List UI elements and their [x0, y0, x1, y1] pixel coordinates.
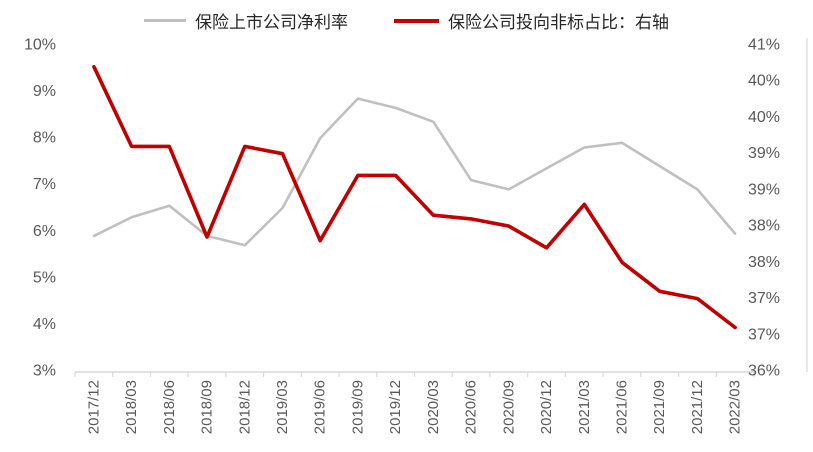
y-axis-left-label: 8%: [33, 130, 56, 147]
series-line-net-margin: [92, 97, 737, 247]
y-axis-left-label: 10%: [24, 37, 56, 54]
x-axis-label: 2021/06: [613, 380, 630, 434]
y-axis-left-label: 7%: [33, 176, 56, 193]
chart-legend: 保险上市公司净利率 保险公司投向非标占比：右轴: [0, 8, 813, 33]
x-axis-label: 2021/03: [576, 380, 593, 434]
y-axis-left-label: 4%: [33, 316, 56, 333]
series-line-nonstandard: [92, 64, 737, 330]
y-axis-right-label: 37%: [748, 290, 780, 307]
y-axis-right-label: 38%: [748, 254, 780, 271]
x-axis-label: 2021/12: [689, 380, 706, 434]
x-axis-label: 2020/06: [463, 380, 480, 434]
y-axis-right-label: 40%: [748, 73, 780, 90]
x-axis-label: 2018/12: [236, 380, 253, 434]
x-axis-label: 2019/06: [312, 380, 329, 434]
x-axis-label: 2022/03: [727, 380, 744, 434]
x-axis-label: 2020/03: [425, 380, 442, 434]
y-axis-right-label: 40%: [748, 109, 780, 126]
legend-label-nonstandard: 保险公司投向非标占比：右轴: [448, 13, 669, 33]
x-axis-label: 2019/09: [349, 380, 366, 434]
x-axis-label: 2019/03: [274, 380, 291, 434]
x-axis-label: 2018/09: [199, 380, 216, 434]
y-axis-right-label: 38%: [748, 218, 780, 235]
x-axis-label: 2018/06: [161, 380, 178, 434]
y-axis-right-label: 36%: [748, 363, 780, 380]
x-axis-label: 2019/12: [387, 380, 404, 434]
x-axis-label: 2020/09: [500, 380, 517, 434]
legend-item-net-margin: 保险上市公司净利率: [144, 8, 348, 33]
x-axis-label: 2017/12: [85, 380, 102, 434]
legend-item-nonstandard: 保险公司投向非标占比：右轴: [394, 8, 669, 33]
x-axis-label: 2020/12: [538, 380, 555, 434]
y-axis-left-label: 5%: [33, 269, 56, 286]
legend-label-net-margin: 保险上市公司净利率: [195, 13, 348, 33]
x-axis-label: 2021/09: [651, 380, 668, 434]
x-axis-label: 2018/03: [123, 380, 140, 434]
y-axis-left-label: 3%: [33, 363, 56, 380]
y-axis-left-label: 6%: [33, 223, 56, 240]
red-line-swatch: [394, 18, 439, 23]
y-axis-right-label: 39%: [748, 181, 780, 198]
y-axis-right-label: 37%: [748, 326, 780, 343]
y-axis-left-label: 9%: [33, 83, 56, 100]
y-axis-right-label: 41%: [748, 37, 780, 54]
gray-line-swatch: [144, 19, 186, 22]
y-axis-right-label: 39%: [748, 145, 780, 162]
